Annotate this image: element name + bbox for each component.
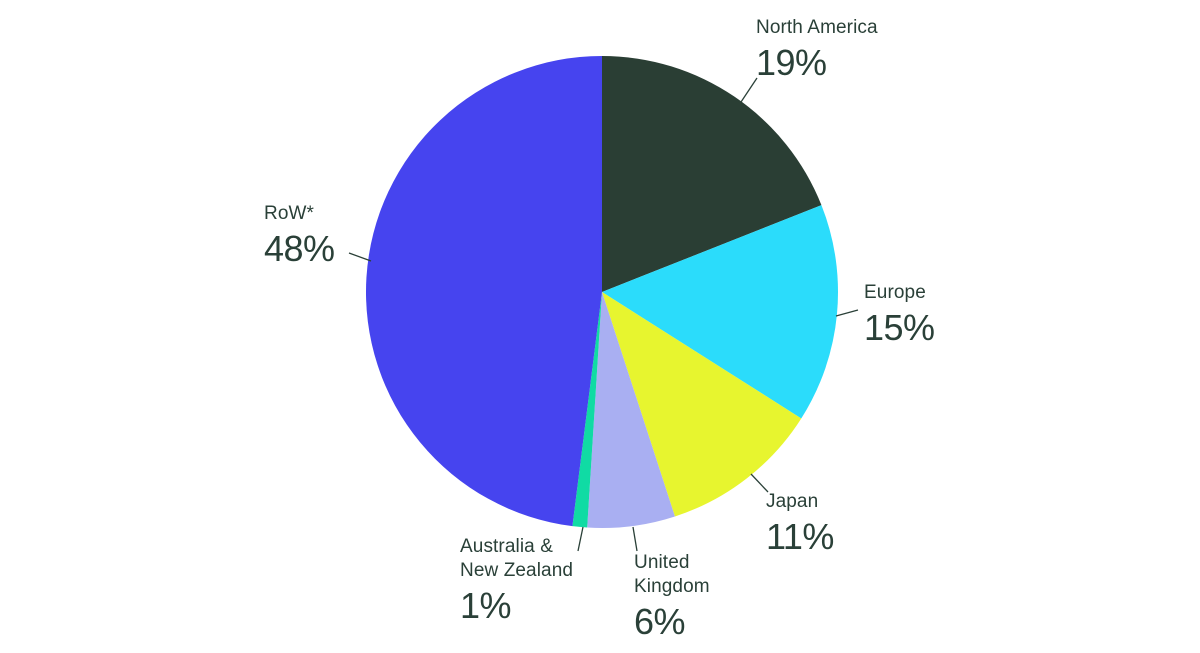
label-europe-name: Europe — [864, 282, 926, 303]
label-united-kingdom: United Kingdom 6% — [634, 551, 734, 641]
label-united-kingdom-name: United Kingdom — [634, 552, 710, 597]
label-japan: Japan 11% — [766, 490, 834, 556]
label-north-america-value: 19% — [756, 42, 827, 83]
label-row-name: RoW* — [264, 203, 315, 224]
label-row-value: 48% — [264, 228, 335, 269]
leader-line-europe — [835, 309, 859, 317]
pie-slice-australia-new-zealand — [572, 292, 602, 528]
label-australia-new-zealand: Australia & New Zealand 1% — [460, 535, 592, 625]
label-japan-name: Japan — [766, 491, 819, 512]
label-north-america: North America 19% — [756, 16, 878, 82]
leader-line-north-america — [740, 77, 758, 103]
leader-line-row — [348, 252, 372, 262]
label-australia-new-zealand-value: 1% — [460, 585, 512, 626]
label-united-kingdom-value: 6% — [634, 601, 686, 642]
pie-slices — [365, 55, 839, 528]
pie-slice-europe — [602, 205, 839, 419]
pie-slice-north-america — [602, 56, 822, 292]
leader-line-japan — [750, 473, 769, 493]
label-europe-value: 15% — [864, 307, 935, 348]
leader-line-united-kingdom — [632, 526, 638, 552]
leader-lines — [348, 77, 859, 552]
label-australia-new-zealand-name: Australia & New Zealand — [460, 536, 574, 581]
pie-slice-japan — [602, 292, 802, 517]
label-north-america-name: North America — [756, 17, 878, 38]
pie-slice-row — [365, 55, 602, 527]
label-europe: Europe 15% — [864, 281, 935, 347]
label-japan-value: 11% — [766, 516, 834, 557]
pie-slice-united-kingdom — [587, 292, 675, 528]
label-row: RoW* 48% — [264, 202, 335, 268]
leader-line-australia-new-zealand — [577, 526, 584, 552]
